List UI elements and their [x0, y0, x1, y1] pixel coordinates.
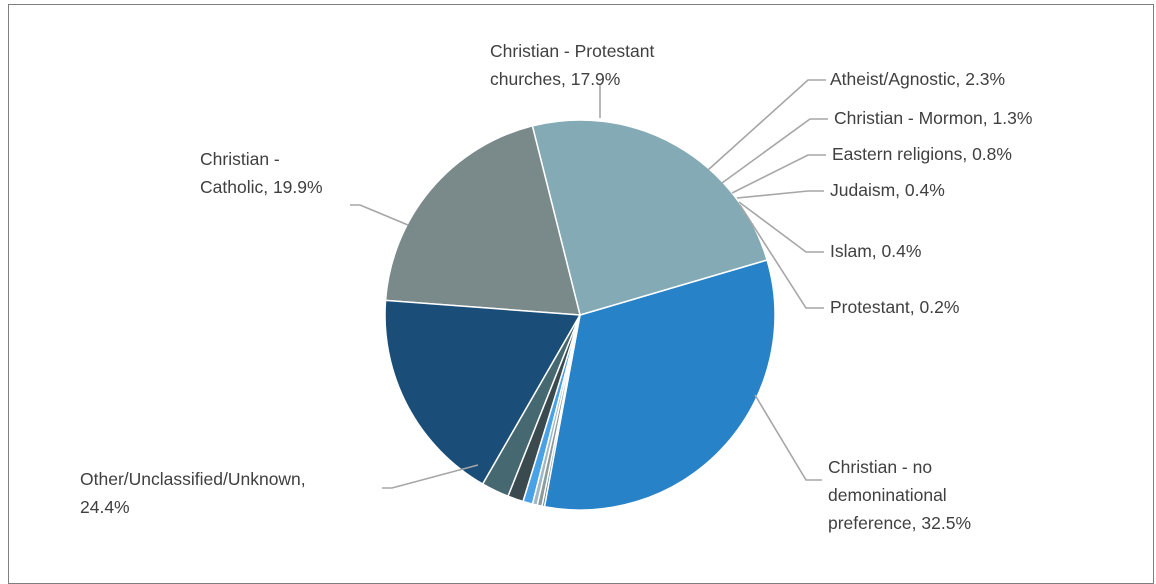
pie-slice-protestant	[541, 314, 581, 508]
pie-slice-christian-catholic	[384, 124, 581, 316]
leader-line-protestant	[739, 204, 824, 309]
slice-labels: Christian - no demoninational preference, …	[80, 41, 1032, 533]
slice-label-islam: Islam, 0.4%	[830, 241, 921, 261]
slice-label-line: Catholic, 19.9%	[200, 177, 323, 197]
leader-lines	[350, 79, 828, 489]
slice-label-line: churches, 17.9%	[490, 69, 620, 89]
slice-label-line: Other/Unclassified/Unknown,	[80, 469, 306, 489]
slice-label-christian-mormon: Christian - Mormon, 1.3%	[834, 108, 1032, 128]
slice-label-judaism: Judaism, 0.4%	[830, 180, 945, 200]
leader-line-atheist-agnostic	[707, 79, 826, 171]
leader-line-christian-catholic	[350, 204, 409, 226]
slice-label-eastern-religions: Eastern religions, 0.8%	[832, 144, 1012, 164]
slice-label-atheist-agnostic: Atheist/Agnostic, 2.3%	[830, 69, 1005, 89]
pie-slice-christian-protestant-churches	[384, 299, 582, 486]
slice-label-protestant: Protestant, 0.2%	[830, 297, 959, 317]
leader-line-islam	[738, 201, 824, 253]
leader-line-christian-no-demoninational-preference	[754, 394, 822, 481]
slice-label-line: Judaism, 0.4%	[830, 180, 945, 200]
pie-slice-christian-no-demoninational-preference	[543, 259, 776, 511]
slice-label-line: Christian - no	[828, 457, 932, 477]
slice-label-line: Christian - Mormon, 1.3%	[834, 108, 1032, 128]
slice-label-line: Christian -	[200, 149, 280, 169]
leader-line-judaism	[736, 190, 824, 199]
leader-line-eastern-religions	[731, 154, 826, 194]
slice-label-line: Islam, 0.4%	[830, 241, 921, 261]
slice-label-christian-protestant-churches: Christian - Protestant churches, 17.9%	[490, 41, 655, 89]
leader-line-other-unclassified-unknown	[382, 464, 479, 489]
pie-slices	[384, 119, 776, 511]
slice-label-line: Christian - Protestant	[490, 41, 655, 61]
slice-label-line: demoninational	[828, 485, 947, 505]
slice-label-line: Atheist/Agnostic, 2.3%	[830, 69, 1005, 89]
leader-line-christian-mormon	[721, 118, 828, 184]
slice-label-christian-catholic: Christian - Catholic, 19.9%	[200, 149, 323, 197]
slice-label-line: Eastern religions, 0.8%	[832, 144, 1012, 164]
slice-label-other-unclassified-unknown: Other/Unclassified/Unknown, 24.4%	[80, 469, 306, 517]
slice-label-line: preference, 32.5%	[828, 513, 971, 533]
slice-label-line: Protestant, 0.2%	[830, 297, 959, 317]
slice-label-line: 24.4%	[80, 497, 130, 517]
slice-label-christian-no-demoninational-preference: Christian - no demoninational preference, …	[828, 457, 971, 533]
